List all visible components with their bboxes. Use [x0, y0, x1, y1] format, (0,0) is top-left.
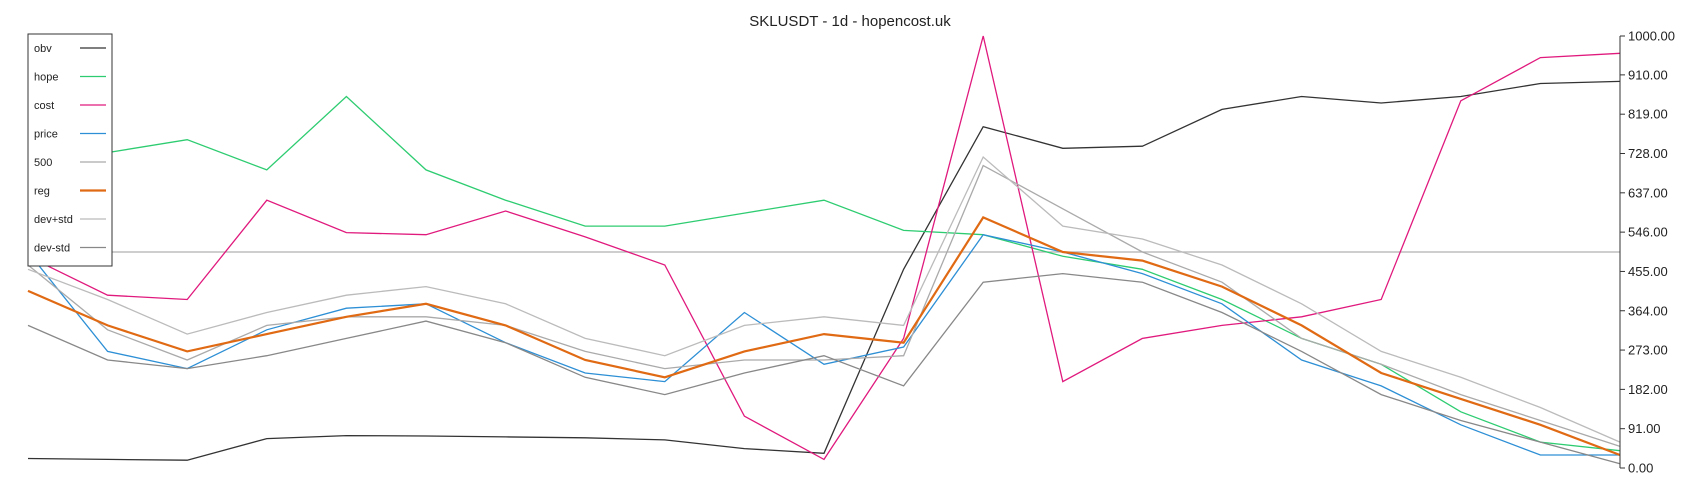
- legend-label: dev-std: [34, 243, 70, 255]
- legend-label: hope: [34, 72, 58, 84]
- legend-label: reg: [34, 186, 50, 198]
- legend-box: [27, 33, 113, 267]
- y-tick-label: 91.00: [1628, 421, 1661, 436]
- series-line-hope: [27, 95, 1621, 452]
- y-tick-label: 819.00: [1628, 107, 1668, 122]
- series-layer: [27, 35, 1621, 465]
- series-line-price: [27, 233, 1620, 456]
- y-tick-label: 364.00: [1628, 303, 1668, 318]
- series-line-dev-std: [27, 155, 1621, 443]
- y-axis-right: 0.00 91.00 182.00 273.00 364.00 455.00 546.00 6…: [1619, 29, 1675, 476]
- y-tick-label: 0.00: [1628, 461, 1653, 476]
- legend: obv hope cost price 500 reg dev+std dev-std: [27, 33, 113, 267]
- y-tick-label: 728.00: [1628, 146, 1668, 161]
- y-tick-label: 910.00: [1628, 67, 1668, 82]
- y-tick-label: 546.00: [1628, 225, 1668, 240]
- y-tick-label: 273.00: [1628, 343, 1668, 358]
- y-tick-label: 182.00: [1628, 382, 1668, 397]
- legend-label: cost: [34, 100, 54, 112]
- legend-label: dev+std: [34, 214, 73, 226]
- series-line-500: [27, 164, 1621, 448]
- chart-title: SKLUSDT - 1d - hopencost.uk: [749, 13, 951, 30]
- series-line-obv: [27, 80, 1621, 461]
- legend-label: price: [34, 129, 58, 141]
- y-tick-label: 455.00: [1628, 264, 1668, 279]
- y-tick-label: 637.00: [1628, 185, 1668, 200]
- legend-label: obv: [34, 43, 52, 55]
- series-line-cost: [27, 35, 1621, 461]
- series-line-reg: [27, 216, 1621, 457]
- series-line-dev-std: [27, 272, 1621, 465]
- legend-label: 500: [34, 157, 52, 169]
- y-tick-label: 1000.00: [1628, 29, 1675, 44]
